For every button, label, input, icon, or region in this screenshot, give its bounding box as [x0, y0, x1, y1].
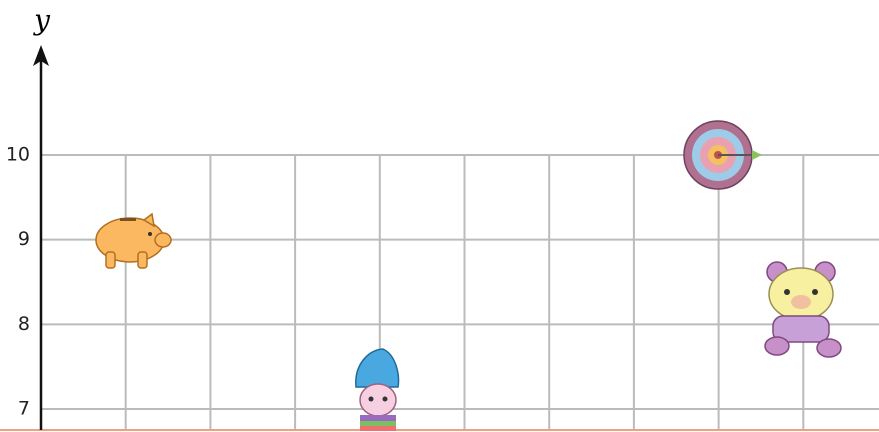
y-tick-label: 10 [6, 144, 30, 166]
y-axis-arrow [33, 45, 49, 66]
y-tick-label: 8 [18, 313, 30, 335]
teddy-bear-icon [764, 261, 842, 358]
y-axis-label: y [32, 4, 51, 37]
dartboard-icon [683, 120, 762, 190]
y-tick-label: 9 [18, 228, 30, 250]
y-tick-label: 7 [18, 398, 30, 420]
piggy-bank-icon [95, 212, 172, 269]
gnome-icon [355, 348, 400, 431]
grid [41, 154, 879, 430]
